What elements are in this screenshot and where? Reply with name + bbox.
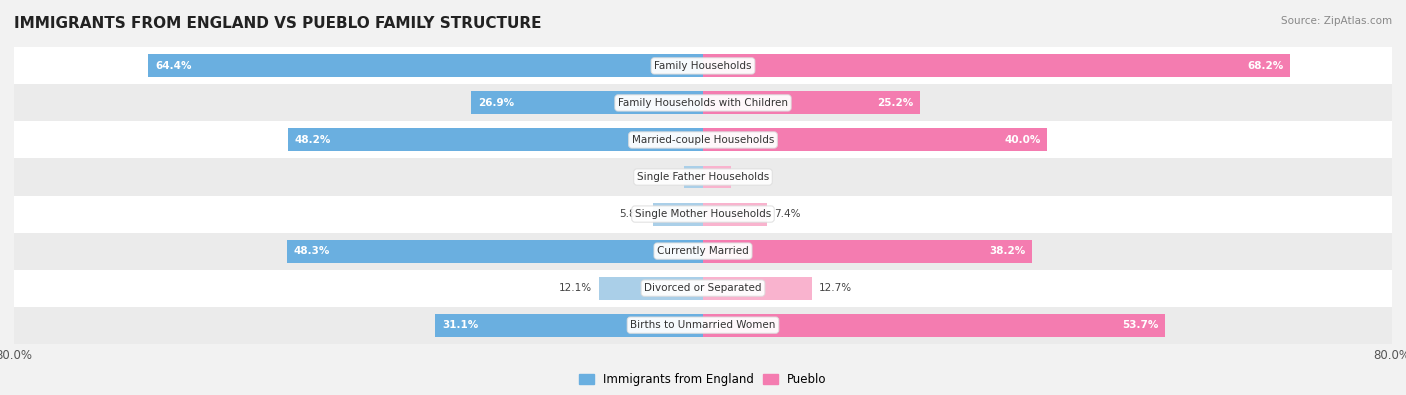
Bar bbox=[703, 314, 1166, 337]
Text: 48.3%: 48.3% bbox=[294, 246, 330, 256]
Text: IMMIGRANTS FROM ENGLAND VS PUEBLO FAMILY STRUCTURE: IMMIGRANTS FROM ENGLAND VS PUEBLO FAMILY… bbox=[14, 16, 541, 31]
Text: 26.9%: 26.9% bbox=[478, 98, 515, 108]
Bar bbox=[287, 240, 703, 263]
Bar bbox=[14, 47, 1392, 85]
Bar bbox=[436, 314, 703, 337]
Text: Family Households: Family Households bbox=[654, 61, 752, 71]
Text: 40.0%: 40.0% bbox=[1004, 135, 1040, 145]
Bar bbox=[685, 166, 703, 188]
Text: 53.7%: 53.7% bbox=[1122, 320, 1159, 330]
Bar bbox=[14, 196, 1392, 233]
Bar bbox=[703, 166, 731, 188]
Bar bbox=[703, 240, 1032, 263]
Bar bbox=[703, 92, 920, 115]
Text: Family Households with Children: Family Households with Children bbox=[619, 98, 787, 108]
Text: 64.4%: 64.4% bbox=[155, 61, 191, 71]
Bar bbox=[471, 92, 703, 115]
Text: 3.3%: 3.3% bbox=[738, 172, 765, 182]
Bar bbox=[288, 128, 703, 151]
Text: 48.2%: 48.2% bbox=[295, 135, 332, 145]
Bar bbox=[14, 85, 1392, 121]
Bar bbox=[703, 128, 1047, 151]
Text: Single Mother Households: Single Mother Households bbox=[636, 209, 770, 219]
Text: Source: ZipAtlas.com: Source: ZipAtlas.com bbox=[1281, 16, 1392, 26]
Text: Married-couple Households: Married-couple Households bbox=[631, 135, 775, 145]
Text: 12.1%: 12.1% bbox=[558, 283, 592, 293]
Bar bbox=[14, 233, 1392, 269]
Text: 38.2%: 38.2% bbox=[988, 246, 1025, 256]
Bar bbox=[14, 121, 1392, 158]
Bar bbox=[703, 276, 813, 299]
Text: Divorced or Separated: Divorced or Separated bbox=[644, 283, 762, 293]
Text: 25.2%: 25.2% bbox=[877, 98, 912, 108]
Text: 7.4%: 7.4% bbox=[773, 209, 800, 219]
Text: Births to Unmarried Women: Births to Unmarried Women bbox=[630, 320, 776, 330]
Text: Currently Married: Currently Married bbox=[657, 246, 749, 256]
Bar bbox=[14, 307, 1392, 344]
Legend: Immigrants from England, Pueblo: Immigrants from England, Pueblo bbox=[575, 369, 831, 391]
Text: 68.2%: 68.2% bbox=[1247, 61, 1284, 71]
Text: 31.1%: 31.1% bbox=[441, 320, 478, 330]
Bar bbox=[149, 55, 703, 77]
Text: 12.7%: 12.7% bbox=[820, 283, 852, 293]
Text: Single Father Households: Single Father Households bbox=[637, 172, 769, 182]
Bar bbox=[599, 276, 703, 299]
Text: 2.2%: 2.2% bbox=[651, 172, 678, 182]
Text: 5.8%: 5.8% bbox=[620, 209, 647, 219]
Bar bbox=[14, 269, 1392, 307]
Bar bbox=[14, 158, 1392, 196]
Bar bbox=[703, 55, 1291, 77]
Bar bbox=[703, 203, 766, 226]
Bar bbox=[652, 203, 703, 226]
